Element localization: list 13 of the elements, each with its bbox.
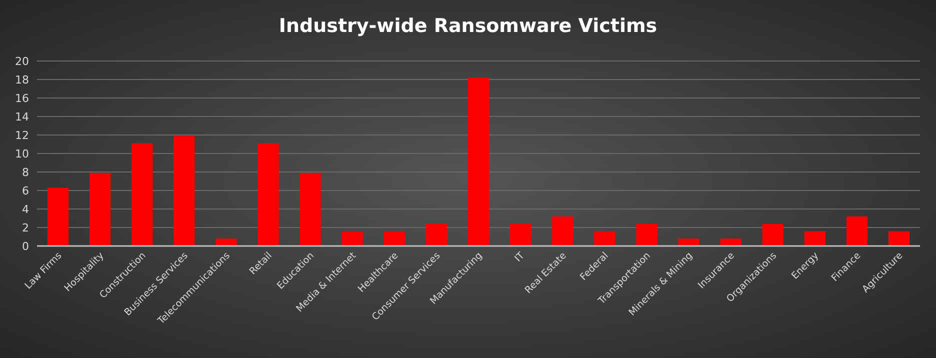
y-tick-label: 16: [15, 92, 29, 105]
y-tick-label: 2: [22, 221, 29, 234]
y-tick-label: 14: [15, 110, 29, 124]
y-tick-label: 0: [22, 240, 29, 253]
chart-title: Industry-wide Ransomware Victims: [278, 15, 658, 37]
x-tick-label: IT: [512, 250, 527, 264]
y-tick-label: 6: [22, 184, 29, 198]
y-tick-label: 20: [15, 54, 29, 68]
y-tick-label: 18: [15, 73, 29, 86]
y-tick-label: 8: [22, 166, 29, 179]
y-tick-label: 10: [15, 147, 29, 160]
y-tick-label: 4: [22, 202, 29, 216]
y-tick-label: 12: [15, 128, 29, 142]
